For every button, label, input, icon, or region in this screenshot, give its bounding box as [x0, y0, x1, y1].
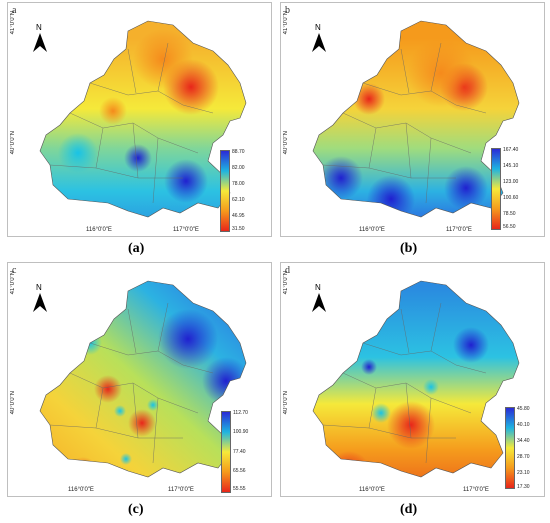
- legend-label: 88.70: [232, 149, 245, 155]
- panel-letter: b: [285, 5, 290, 16]
- lat-top-label: 41°0'0"N: [283, 271, 289, 295]
- legend-label: 45.80: [517, 406, 530, 412]
- map-panel-d: d N 41°0'0"N 40°0'0"N 116°0'0"E 117°0'0"…: [280, 262, 545, 497]
- panel-caption: (d): [400, 502, 418, 517]
- legend-label: 34.40: [517, 438, 530, 444]
- color-legend: [491, 148, 501, 230]
- legend-label: 167.40: [503, 147, 519, 153]
- lat-mid-label: 40°0'0"N: [10, 391, 16, 415]
- lon-right-label: 117°0'0"E: [446, 227, 472, 233]
- color-legend: [220, 150, 230, 232]
- heatmap-b: [312, 20, 520, 218]
- heatmap-d: [312, 280, 520, 478]
- north-arrow: N: [32, 283, 48, 313]
- panel-letter: a: [12, 5, 17, 16]
- legend-label: 82.00: [232, 165, 245, 171]
- north-label: N: [36, 283, 42, 292]
- heatmap-c: [39, 280, 247, 478]
- panel-caption: (a): [128, 241, 145, 256]
- legend-label: 78.00: [232, 181, 245, 187]
- north-arrow-icon: [33, 33, 47, 52]
- map-panel-c: c N 41°0'0"N 40°0'0"N 116°0'0"E 117°0'0"…: [7, 262, 272, 497]
- legend-label: 145.10: [503, 163, 519, 169]
- panel-letter: d: [285, 265, 290, 276]
- lon-right-label: 117°0'0"E: [173, 227, 199, 233]
- legend-label: 78.50: [503, 211, 516, 217]
- lon-left-label: 116°0'0"E: [68, 487, 94, 493]
- legend-label: 65.56: [233, 468, 246, 474]
- panel-caption: (c): [128, 502, 144, 517]
- north-arrow: N: [32, 23, 48, 53]
- panel-caption: (b): [400, 241, 418, 256]
- north-arrow-icon: [312, 33, 326, 52]
- color-legend: [221, 411, 231, 493]
- lon-right-label: 117°0'0"E: [168, 487, 194, 493]
- legend-label: 17.30: [517, 484, 530, 490]
- panel-letter: c: [12, 265, 17, 276]
- legend-label: 23.10: [517, 470, 530, 476]
- color-legend: [505, 407, 515, 489]
- map-panel-b: b N 41°0'0"N 40°0'0"N 116°0'0"E 117°0'0"…: [280, 2, 545, 237]
- north-arrow: N: [311, 23, 327, 53]
- map-panel-a: a N 41°0'0"N 40°0'0"N 116°0'0"E 117°0'0"…: [7, 2, 272, 237]
- north-arrow: N: [311, 283, 327, 313]
- lat-mid-label: 40°0'0"N: [283, 131, 289, 155]
- legend-label: 28.70: [517, 454, 530, 460]
- lon-right-label: 117°0'0"E: [463, 487, 489, 493]
- legend-label: 77.40: [233, 449, 246, 455]
- legend-label: 46.95: [232, 213, 245, 219]
- lat-top-label: 41°0'0"N: [283, 11, 289, 35]
- lat-mid-label: 40°0'0"N: [10, 131, 16, 155]
- north-arrow-icon: [312, 293, 326, 312]
- heatmap-a: [39, 20, 247, 218]
- legend-label: 100.60: [503, 195, 519, 201]
- lat-top-label: 41°0'0"N: [10, 11, 16, 35]
- legend-label: 62.10: [232, 197, 245, 203]
- legend-label: 123.00: [503, 179, 519, 185]
- north-arrow-icon: [33, 293, 47, 312]
- lat-mid-label: 40°0'0"N: [283, 391, 289, 415]
- lon-left-label: 116°0'0"E: [86, 227, 112, 233]
- lon-left-label: 116°0'0"E: [359, 487, 385, 493]
- legend-label: 31.50: [232, 226, 245, 232]
- lon-left-label: 116°0'0"E: [359, 227, 385, 233]
- lat-top-label: 41°0'0"N: [10, 271, 16, 295]
- north-label: N: [315, 283, 321, 292]
- north-label: N: [36, 23, 42, 32]
- legend-label: 100.90: [233, 429, 249, 435]
- legend-label: 40.10: [517, 422, 530, 428]
- north-label: N: [315, 23, 321, 32]
- legend-label: 56.50: [503, 224, 516, 230]
- legend-label: 112.70: [233, 410, 248, 416]
- legend-label: 55.55: [233, 486, 246, 492]
